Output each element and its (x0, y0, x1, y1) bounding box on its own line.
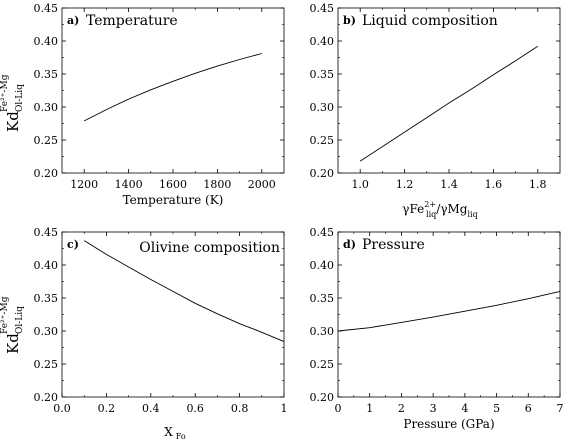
panel-tag: a) (67, 14, 79, 27)
y-tick-label: 0.35 (310, 292, 335, 305)
y-tick-label: 0.25 (34, 358, 59, 371)
panel-b-xlabel: γFe2+ liq/γMgliq (402, 200, 477, 219)
plot-frame (61, 231, 285, 398)
ylabel-sub: Ol-Liq (15, 306, 25, 334)
y-tick-label: 0.30 (310, 325, 335, 338)
x-tick-label: 1.6 (485, 178, 503, 191)
x-tick-label: 1 (281, 402, 288, 415)
x-tick-label: 0.4 (142, 402, 160, 415)
ylabel-bottom: Kd Fe²⁺-Mg Ol-Liq (0, 296, 25, 354)
x-tick-label: 0.0 (53, 402, 71, 415)
panel-a: 0.20 0.25 0.30 0.35 0.40 0.45 1200 1400 1600 1800… (34, 2, 285, 207)
x-tick-label: 7 (557, 402, 564, 415)
y-tick-label: 0.35 (310, 68, 335, 81)
y-tick-label: 0.45 (34, 2, 59, 15)
x-tick-label: 0.6 (186, 402, 204, 415)
y-tick-label: 0.25 (310, 134, 335, 147)
x-tick-label: 4 (461, 402, 468, 415)
panel-title: Olivine composition (139, 240, 280, 256)
x-tick-label: 1.8 (529, 178, 547, 191)
x-tick-label: 1.4 (440, 178, 458, 191)
x-axis-label: Pressure (GPa) (403, 417, 494, 431)
x-tick-label: 1 (366, 402, 373, 415)
y-tick-label: 0.25 (310, 358, 335, 371)
x-tick-label: 5 (493, 402, 500, 415)
x-tick-label: 0.8 (231, 402, 249, 415)
x-tick-label: 1200 (70, 178, 98, 191)
panel-tag: d) (343, 238, 356, 251)
y-tick-label: 0.35 (34, 292, 59, 305)
x-tick-label: 6 (525, 402, 532, 415)
y-tick-label: 0.20 (34, 391, 59, 404)
panel-title: Liquid composition (362, 13, 498, 29)
y-tick-label: 0.40 (34, 259, 59, 272)
x-tick-label: 1400 (115, 178, 143, 191)
y-tick-label: 0.30 (34, 101, 59, 114)
panel-title: Temperature (86, 13, 178, 29)
ylabel-sup: Fe²⁺-Mg (0, 296, 10, 334)
y-tick-label: 0.30 (34, 325, 59, 338)
series-line (83, 240, 285, 343)
series-line (359, 45, 539, 162)
panel-title: Pressure (362, 237, 425, 253)
y-tick-label: 0.45 (34, 226, 59, 239)
x-tick-label: 0 (335, 402, 342, 415)
x-tick-label: 1.0 (351, 178, 369, 191)
y-tick-label: 0.40 (310, 259, 335, 272)
ylabel-sub: Ol-Liq (15, 84, 25, 112)
panel-tag: c) (67, 238, 79, 251)
panel-tag: b) (343, 14, 356, 27)
panel-c: 0.20 0.25 0.30 0.35 0.40 0.45 0.0 0.2 0.4 0.6 0.8 1… (34, 226, 288, 415)
plot-frame (337, 7, 561, 174)
y-tick-label: 0.45 (310, 2, 335, 15)
x-axis-label: Temperature (K) (123, 193, 224, 207)
y-tick-label: 0.30 (310, 101, 335, 114)
y-tick-label: 0.40 (34, 35, 59, 48)
x-tick-label: 3 (430, 402, 437, 415)
x-tick-label: 1600 (159, 178, 187, 191)
panel-b: 0.20 0.25 0.30 0.35 0.40 0.45 1.0 1.2 1.4 1.6 1.8 b… (310, 2, 561, 191)
x-tick-label: 1.2 (396, 178, 414, 191)
y-tick-label: 0.20 (310, 167, 335, 180)
series-line (337, 290, 561, 332)
y-tick-label: 0.40 (310, 35, 335, 48)
x-tick-label: 0.2 (98, 402, 116, 415)
panel-d: 0.20 0.25 0.30 0.35 0.40 0.45 0 1 2 3 4 5 6 7 d) Pressu… (310, 226, 564, 431)
y-tick-label: 0.25 (34, 134, 59, 147)
plot-frame (61, 7, 285, 174)
x-tick-label: 2000 (248, 178, 276, 191)
y-tick-label: 0.35 (34, 68, 59, 81)
ylabel-main: Kd (4, 111, 22, 132)
y-tick-label: 0.20 (34, 167, 59, 180)
series-line (83, 53, 262, 122)
ylabel-main: Kd (4, 333, 22, 354)
panel-c-xlabel: X Fo (164, 425, 186, 440)
x-tick-label: 1800 (203, 178, 231, 191)
x-tick-label: 2 (398, 402, 405, 415)
ylabel-top: Kd Fe²⁺-Mg Ol-Liq (0, 74, 25, 132)
ylabel-sup: Fe²⁺-Mg (0, 74, 10, 112)
y-tick-label: 0.45 (310, 226, 335, 239)
y-tick-label: 0.20 (310, 391, 335, 404)
